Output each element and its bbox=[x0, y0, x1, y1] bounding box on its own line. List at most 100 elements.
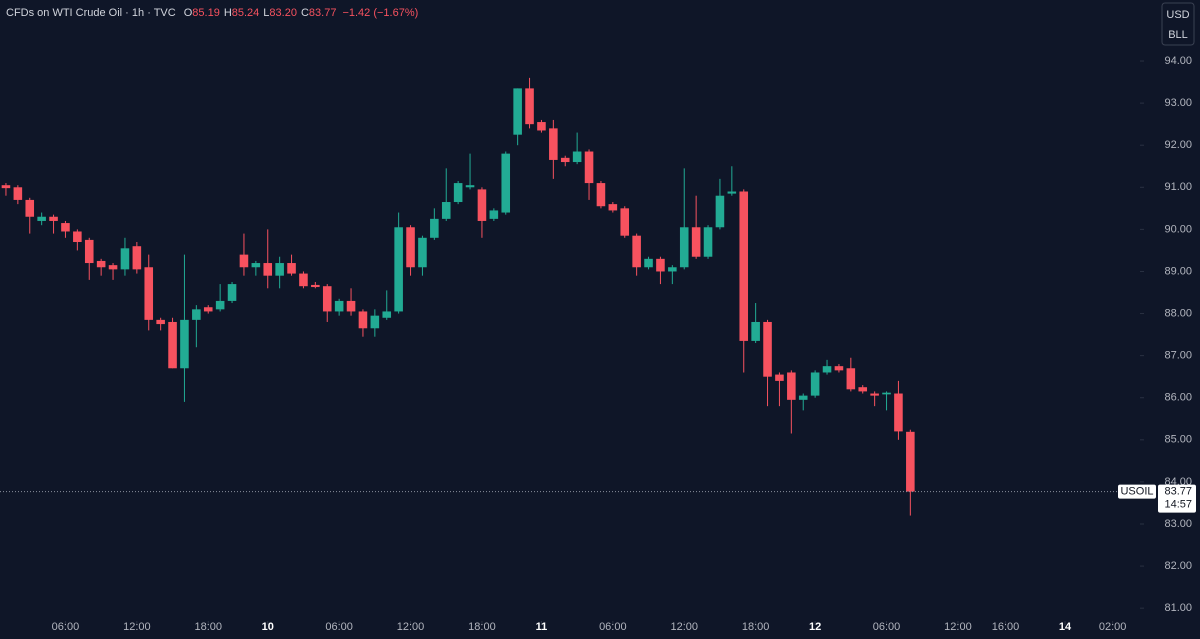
candle-body bbox=[727, 191, 737, 194]
ohlc-label: C bbox=[301, 7, 309, 19]
x-tick-label: 12:00 bbox=[670, 621, 698, 633]
candle-body bbox=[787, 372, 796, 400]
candle-body bbox=[858, 387, 868, 392]
unit-box bbox=[1161, 2, 1195, 46]
x-tick-label: 06:00 bbox=[599, 621, 627, 633]
y-tick-label: 86.00 bbox=[1164, 392, 1192, 404]
candle-body bbox=[870, 393, 879, 396]
symbol: CFDs on WTI Crude Oil · 1h · TVC bbox=[6, 7, 176, 19]
x-tick-label: 12:00 bbox=[944, 621, 972, 633]
candle-body bbox=[263, 263, 273, 276]
x-tick-label: 14 bbox=[1059, 621, 1072, 633]
unit[interactable]: BLL bbox=[1168, 29, 1188, 41]
y-tick-label: 81.00 bbox=[1164, 602, 1192, 614]
candle-body bbox=[239, 254, 249, 268]
candle-body bbox=[822, 366, 832, 373]
candle-body bbox=[144, 267, 154, 320]
candle-body bbox=[453, 183, 463, 203]
x-tick-label: 06:00 bbox=[52, 621, 80, 633]
ohlc-value: 85.19 bbox=[192, 7, 220, 19]
candle-body bbox=[525, 88, 534, 125]
candle-body bbox=[882, 392, 891, 395]
candle-body bbox=[322, 286, 332, 312]
candle-body bbox=[203, 307, 213, 312]
candle-body bbox=[549, 128, 558, 160]
candle-body bbox=[275, 263, 284, 276]
candle-body bbox=[192, 309, 201, 320]
candle-body bbox=[644, 258, 653, 268]
candle-body bbox=[346, 300, 356, 312]
ticker-tag bbox=[1118, 484, 1156, 499]
last-price: 83.77 bbox=[1164, 485, 1192, 497]
candle-body bbox=[560, 157, 570, 163]
candle-body bbox=[751, 321, 760, 341]
candle-body bbox=[299, 273, 308, 287]
candle-body bbox=[715, 195, 725, 228]
candle-body bbox=[894, 393, 903, 432]
ohlc-label: L bbox=[263, 7, 269, 19]
candle-body bbox=[465, 185, 475, 188]
candle-body bbox=[775, 374, 784, 381]
x-tick-label: 12:00 bbox=[123, 621, 151, 633]
y-tick-label: 93.00 bbox=[1164, 97, 1192, 109]
x-tick-label: 12 bbox=[809, 621, 821, 633]
y-tick-label: 94.00 bbox=[1164, 55, 1192, 67]
y-tick-label: 87.00 bbox=[1164, 350, 1192, 362]
y-tick-label: 92.00 bbox=[1164, 139, 1192, 151]
ohlc-value: 83.77 bbox=[309, 7, 337, 19]
candle-body bbox=[441, 202, 451, 219]
candle-body bbox=[668, 267, 677, 272]
candle-body bbox=[513, 88, 522, 135]
candle-body bbox=[108, 265, 118, 270]
candle-body bbox=[691, 227, 701, 257]
ticker: USOIL bbox=[1120, 485, 1153, 497]
candle-body bbox=[180, 319, 189, 369]
candle-body bbox=[537, 122, 546, 131]
ohlc-value: 83.20 bbox=[269, 7, 297, 19]
candle-body bbox=[763, 321, 772, 377]
y-tick-label: 90.00 bbox=[1164, 223, 1192, 235]
candle-body bbox=[132, 246, 142, 270]
candle-body bbox=[584, 151, 594, 184]
candle-body bbox=[739, 191, 749, 341]
candle-body bbox=[608, 204, 618, 211]
candle-body bbox=[215, 300, 225, 310]
candle-body bbox=[846, 368, 856, 390]
candle-body bbox=[334, 300, 344, 312]
candle-body bbox=[394, 227, 403, 312]
price-tag bbox=[1158, 484, 1196, 513]
y-tick-label: 91.00 bbox=[1164, 181, 1192, 193]
x-tick-label: 16:00 bbox=[992, 621, 1020, 633]
candle-body bbox=[656, 258, 665, 272]
candle-body bbox=[810, 372, 820, 396]
candle-body bbox=[156, 319, 165, 325]
y-tick-label: 88.00 bbox=[1164, 307, 1192, 319]
candle-body bbox=[477, 189, 487, 221]
candle-body bbox=[370, 315, 380, 329]
candle-body bbox=[25, 199, 35, 217]
candle-body bbox=[84, 239, 94, 264]
candle-body bbox=[287, 263, 296, 274]
header: CFDs on WTI Crude Oil · 1h · TVC O85.19 H8… bbox=[6, 7, 418, 19]
candle-body bbox=[49, 216, 58, 221]
x-tick-label: 18:00 bbox=[742, 621, 770, 633]
change: −1.42 (−1.67%) bbox=[342, 7, 418, 19]
currency[interactable]: USD bbox=[1166, 9, 1189, 21]
y-tick-label: 82.00 bbox=[1164, 560, 1192, 572]
candle-body bbox=[13, 187, 23, 200]
y-tick-label: 85.00 bbox=[1164, 434, 1192, 446]
ohlc-value: 85.24 bbox=[232, 7, 260, 19]
x-tick-label: 18:00 bbox=[194, 621, 222, 633]
x-tick-label: 02:00 bbox=[1099, 621, 1127, 633]
candle-body bbox=[311, 284, 320, 288]
x-tick-label: 11 bbox=[536, 621, 548, 633]
candle-body bbox=[120, 248, 130, 270]
ohlc-label: O bbox=[184, 7, 193, 19]
ohlc-label: H bbox=[224, 7, 232, 19]
x-tick-label: 06:00 bbox=[873, 621, 901, 633]
candle-body bbox=[168, 321, 177, 369]
candle-body bbox=[703, 227, 713, 257]
candle-body bbox=[906, 431, 915, 492]
candle-body bbox=[679, 227, 689, 268]
